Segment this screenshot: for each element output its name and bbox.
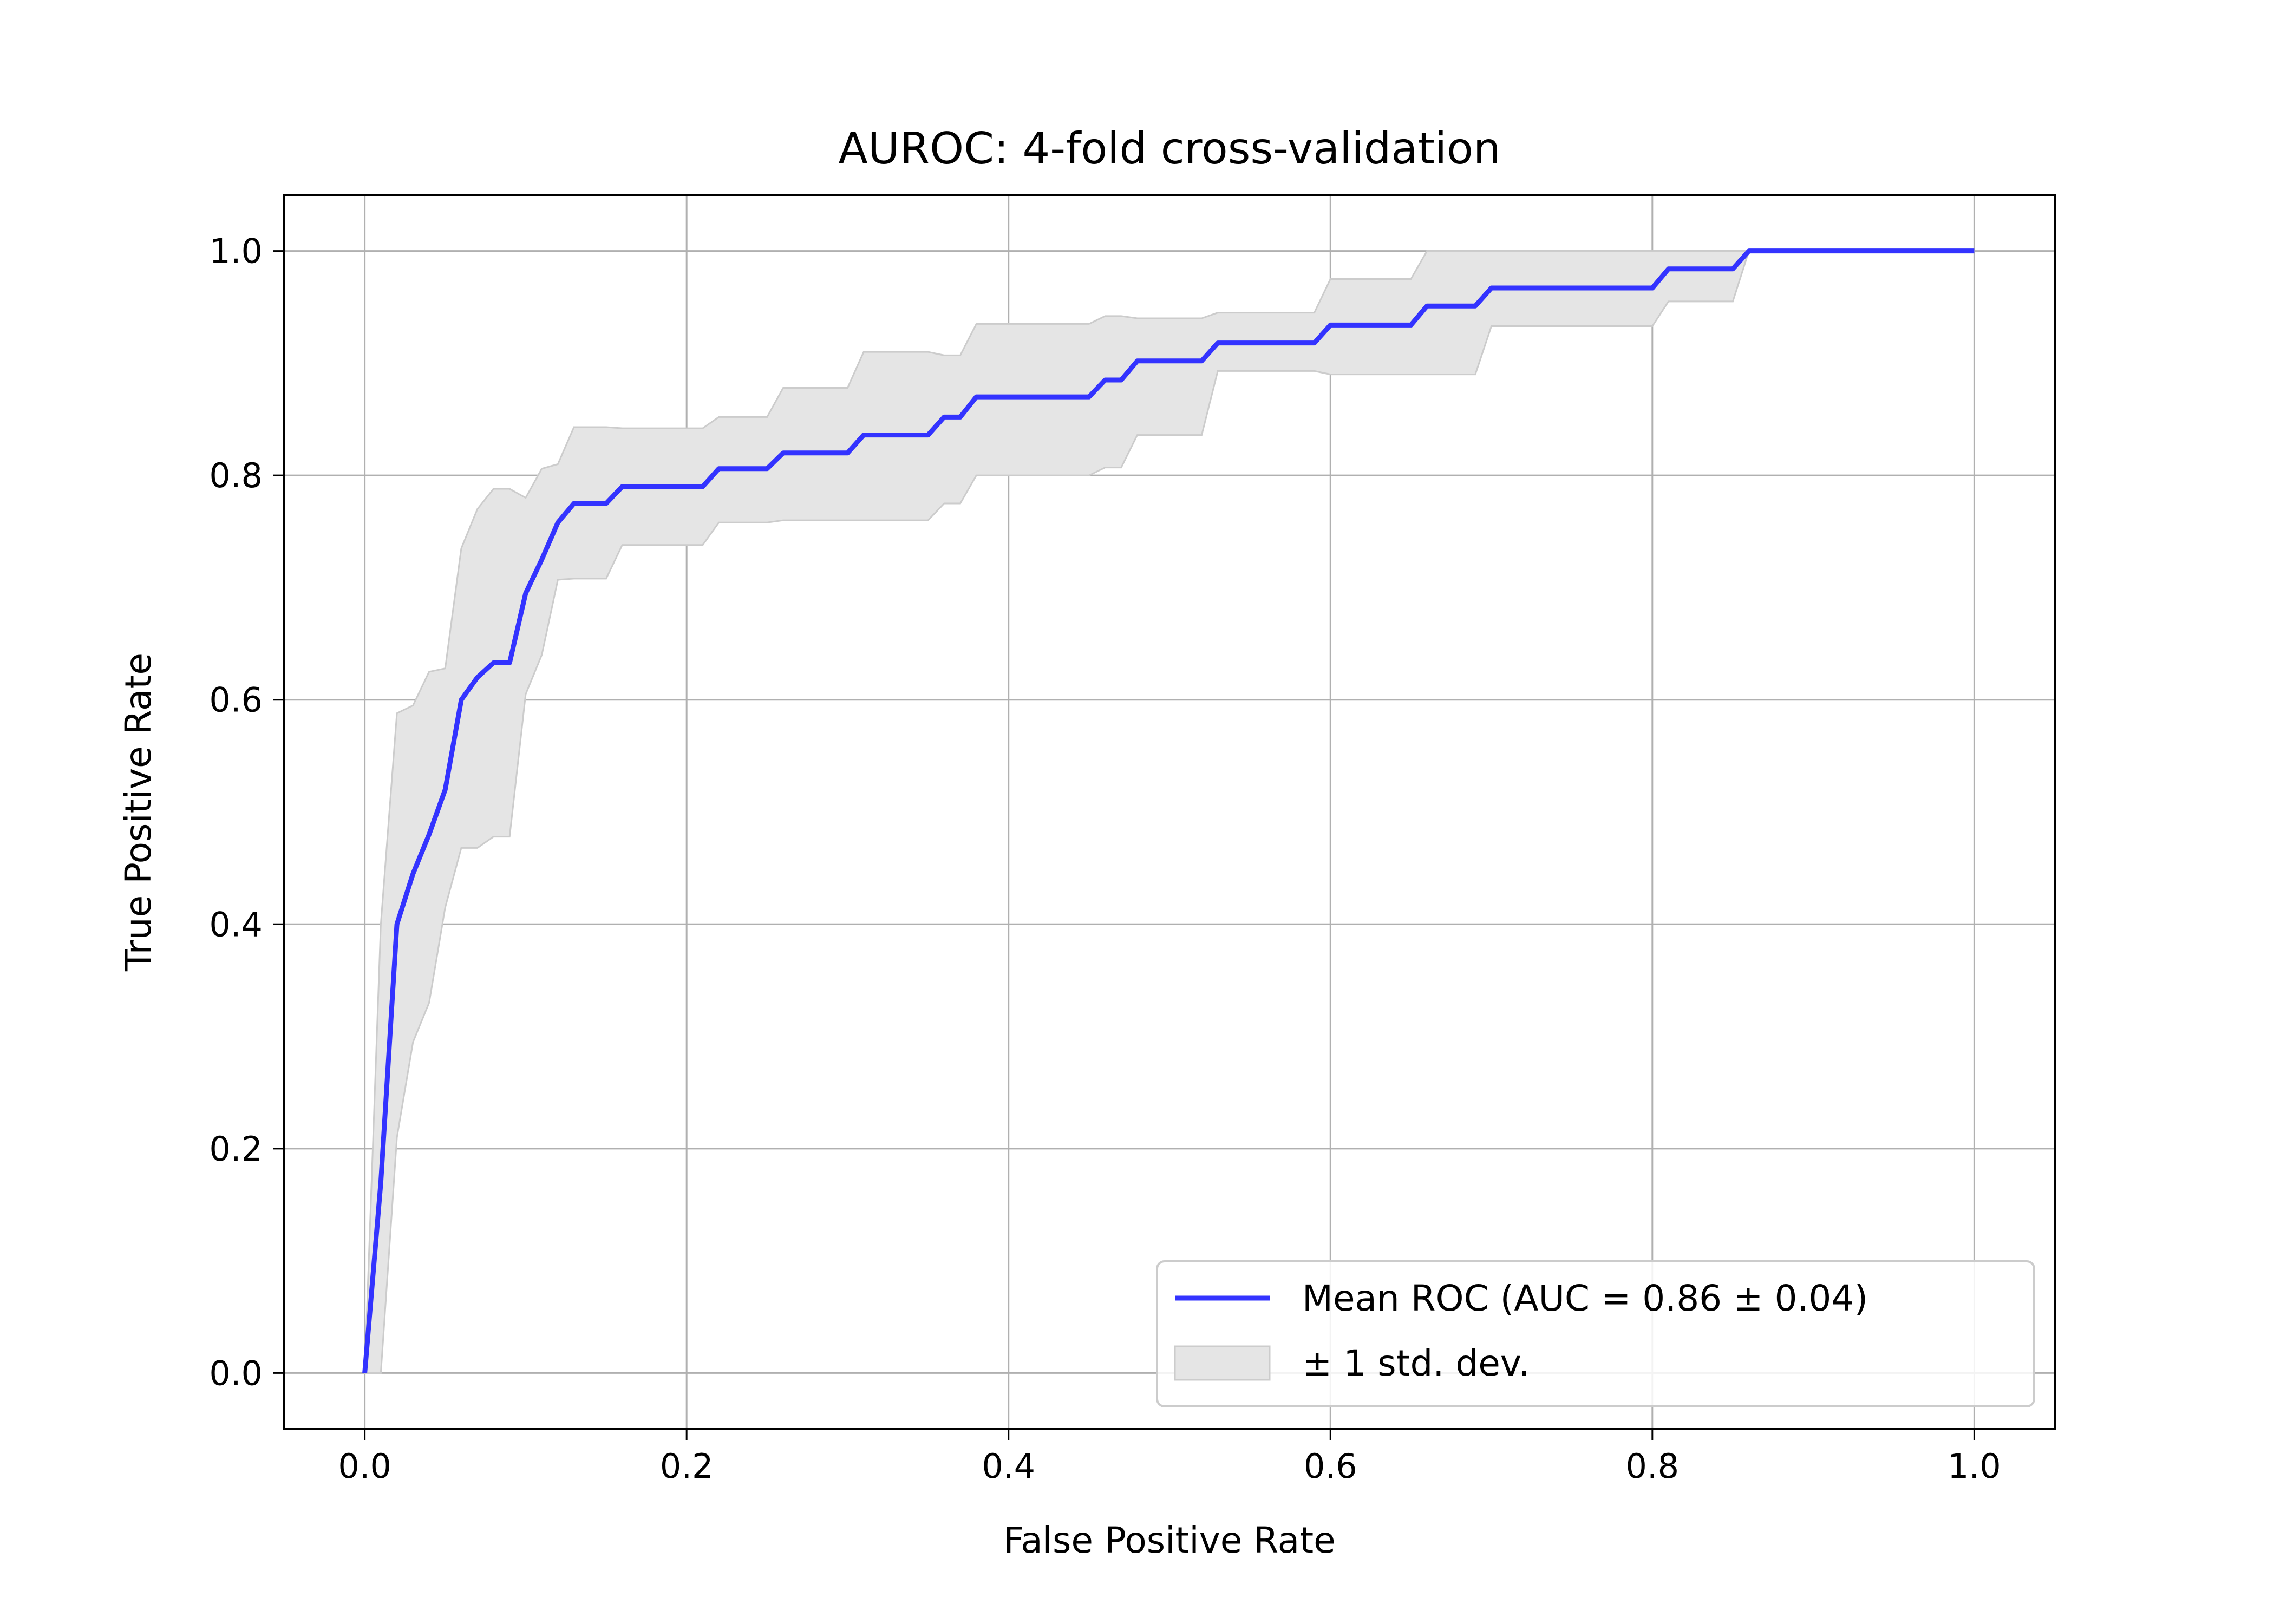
x-tick-label: 0.4 <box>982 1446 1035 1486</box>
legend: Mean ROC (AUC = 0.86 ± 0.04) ± 1 std. de… <box>1156 1260 2035 1407</box>
y-axis-ticks: 0.0 0.2 0.4 0.6 0.8 1.0 <box>209 232 284 1393</box>
plot-frame <box>283 194 2056 1430</box>
x-tick-label: 0.0 <box>338 1446 391 1486</box>
y-tick-label: 0.0 <box>209 1353 263 1393</box>
x-axis-ticks: 0.0 0.2 0.4 0.6 0.8 1.0 <box>338 1429 2001 1486</box>
legend-label-std-dev: ± 1 std. dev. <box>1302 1343 1530 1384</box>
chart-title: AUROC: 4-fold cross-validation <box>838 123 1500 174</box>
y-tick-label: 0.8 <box>209 456 263 495</box>
y-tick-label: 1.0 <box>209 232 263 271</box>
y-tick-label: 0.6 <box>209 680 263 720</box>
std-dev-band <box>364 250 1975 1374</box>
legend-band-swatch <box>1174 1345 1271 1381</box>
x-tick-label: 0.2 <box>660 1446 714 1486</box>
legend-label-mean-roc: Mean ROC (AUC = 0.86 ± 0.04) <box>1302 1278 1868 1319</box>
y-tick-label: 0.4 <box>209 905 263 944</box>
x-tick-label: 0.8 <box>1626 1446 1680 1486</box>
x-tick-label: 1.0 <box>1948 1446 2001 1486</box>
y-tick-label: 0.2 <box>209 1129 263 1169</box>
x-tick-label: 0.6 <box>1304 1446 1357 1486</box>
mean-roc-line <box>362 248 1975 1373</box>
legend-box <box>1156 1260 2035 1407</box>
y-axis-label: True Positive Rate <box>117 653 159 972</box>
x-axis-label: False Positive Rate <box>1003 1520 1335 1561</box>
